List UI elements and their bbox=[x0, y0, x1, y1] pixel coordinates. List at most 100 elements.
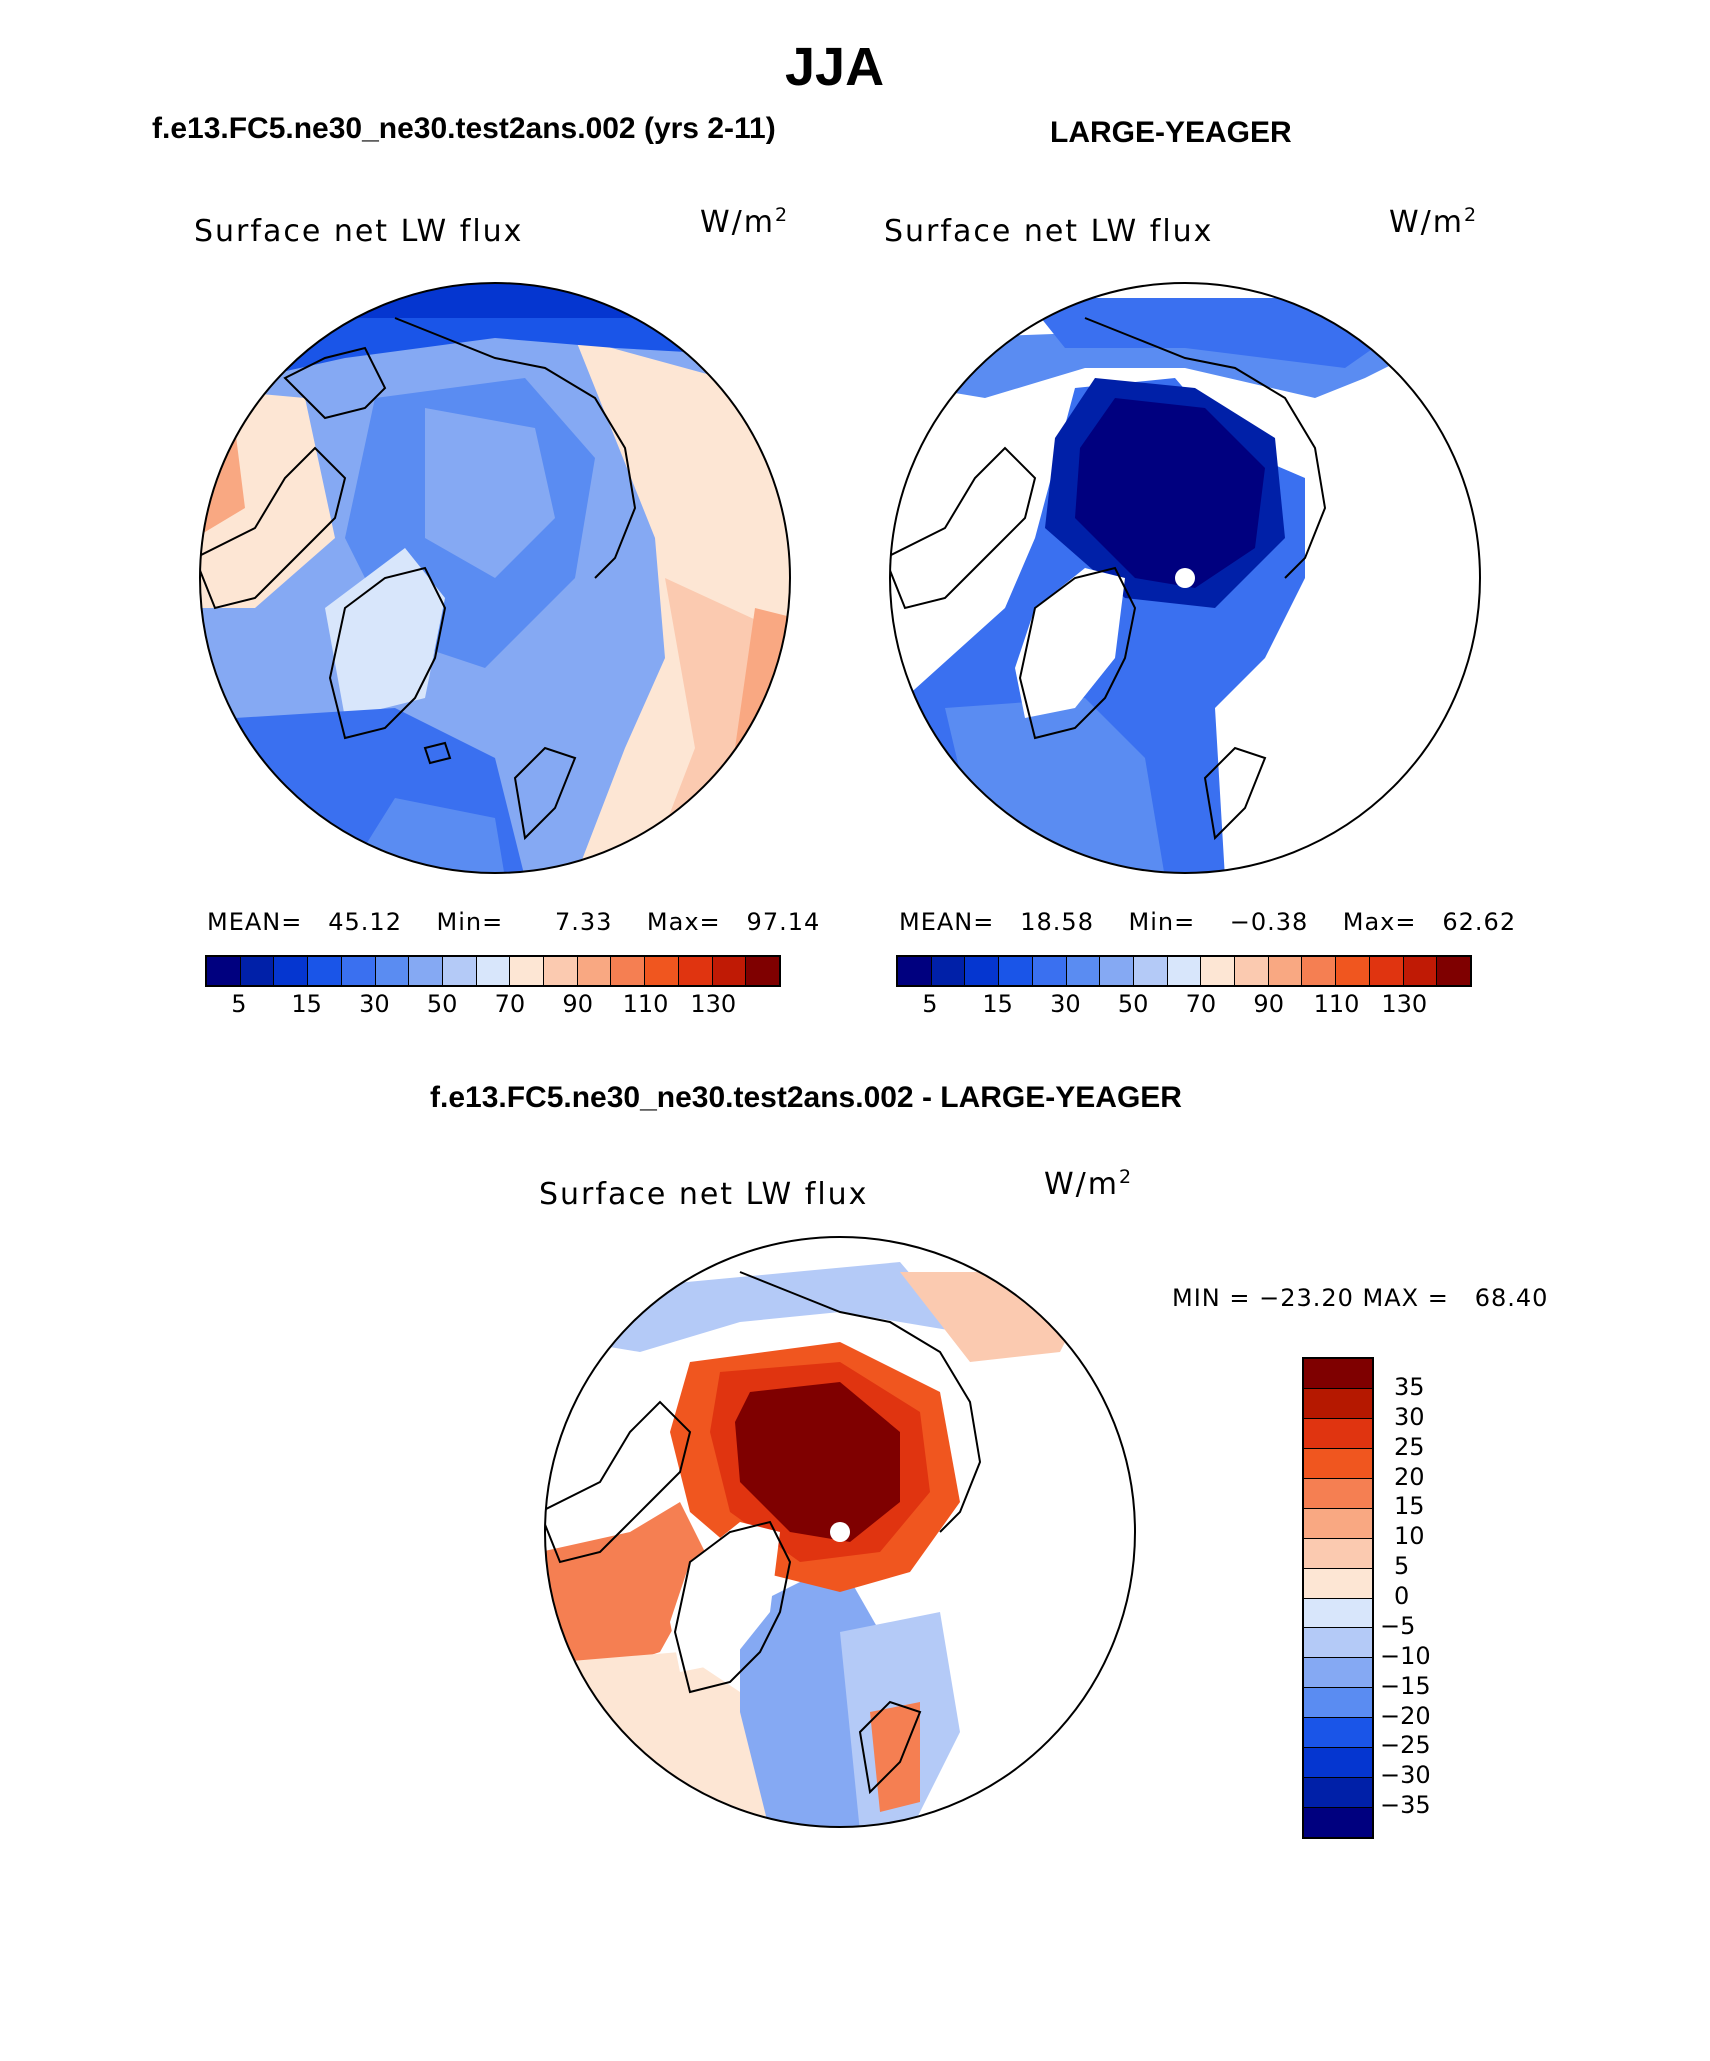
diff-colorbar-swatch bbox=[1304, 1628, 1372, 1659]
diff-colorbar-swatch bbox=[1304, 1448, 1372, 1479]
panel2-colorbar-swatch bbox=[1235, 957, 1269, 985]
panel2-colorbar-swatch bbox=[1201, 957, 1236, 985]
diff-colorbar-swatch bbox=[1304, 1508, 1372, 1539]
panel1-colorbar bbox=[205, 955, 781, 987]
diff-coast-scandinavia bbox=[858, 1700, 922, 1795]
panel1-colorbar-swatch bbox=[375, 957, 410, 985]
diff-plot-label: Surface net LW flux bbox=[539, 1177, 869, 1212]
panel2-min-value: −0.38 bbox=[1229, 908, 1309, 936]
diff-colorbar-swatch bbox=[1304, 1778, 1372, 1809]
diff-colorbar-tick: −15 bbox=[1380, 1671, 1431, 1700]
main-title: JJA bbox=[785, 37, 885, 97]
diff-colorbar-tick: 15 bbox=[1394, 1492, 1425, 1521]
diff-case-title: f.e13.FC5.ne30_ne30.test2ans.002 - LARGE… bbox=[430, 1081, 1182, 1114]
panel1-colorbar-swatch bbox=[476, 957, 511, 985]
panel2-colorbar-tick: 70 bbox=[1185, 990, 1217, 1018]
panel2-colorbar-swatch bbox=[1268, 957, 1303, 985]
diff-colorbar-tick: 0 bbox=[1394, 1582, 1410, 1610]
panel2-colorbar-swatch bbox=[999, 957, 1033, 985]
panel2-colorbar-swatch bbox=[931, 957, 966, 985]
panel2-stats: MEAN= 18.58 Min= −0.38 Max= 62.62 bbox=[899, 908, 1516, 936]
panel1-field-greenland bbox=[325, 548, 445, 718]
panel1-colorbar-ticks: 5 15 30 50 70 90 110 130 bbox=[205, 990, 781, 1020]
panel1-min-value: 7.33 bbox=[554, 908, 613, 936]
diff-coast-siberia bbox=[739, 1271, 982, 1533]
panel1-mean-value: 45.12 bbox=[328, 908, 402, 936]
panel1-coast-alaska bbox=[283, 346, 387, 420]
panel2-colorbar-tick: 90 bbox=[1253, 990, 1284, 1018]
panel2-colorbar-swatch bbox=[1066, 957, 1101, 985]
panel1-stats: MEAN= 45.12 Min= 7.33 Max= 97.14 bbox=[207, 908, 820, 936]
diff-colorbar-tick: 35 bbox=[1394, 1372, 1425, 1401]
panel2-colorbar-swatch bbox=[1167, 957, 1202, 985]
panel2-plot-label: Surface net LW flux bbox=[884, 214, 1214, 249]
diff-minmax: MIN = −23.20 MAX = 68.40 bbox=[1172, 1284, 1549, 1312]
diff-colorbar-tick: −10 bbox=[1380, 1641, 1431, 1670]
panel1-max-label: Max= bbox=[646, 908, 721, 936]
panel2-case-title: LARGE-YEAGER bbox=[1050, 116, 1292, 149]
panel1-colorbar-tick: 50 bbox=[426, 990, 458, 1018]
panel2-colorbar-swatch bbox=[1133, 957, 1168, 985]
diff-field-atlantic-cool bbox=[740, 1562, 880, 1827]
diff-colorbar-swatch bbox=[1304, 1568, 1372, 1599]
panel2-max-value: 62.62 bbox=[1442, 908, 1517, 936]
diff-colorbar-swatch bbox=[1304, 1718, 1372, 1749]
panel2-colorbar-swatch bbox=[965, 957, 1000, 985]
panel2-colorbar-tick: 110 bbox=[1313, 990, 1360, 1018]
panel2-mean-value: 18.58 bbox=[1020, 908, 1094, 936]
panel1-colorbar-swatch bbox=[308, 957, 342, 985]
diff-units-sup: 2 bbox=[1119, 1166, 1134, 1188]
panel1-colorbar-tick: 110 bbox=[622, 990, 669, 1018]
panel1-colorbar-swatch bbox=[577, 957, 612, 985]
panel1-colorbar-swatch bbox=[746, 957, 779, 985]
diff-colorbar-swatch bbox=[1304, 1598, 1372, 1629]
panel2-mean-label: MEAN= bbox=[899, 908, 995, 936]
panel1-coast-greenland bbox=[328, 566, 447, 740]
panel1-units: W/m2 bbox=[700, 204, 789, 240]
panel1-colorbar-tick: 30 bbox=[359, 990, 390, 1018]
panel2-colorbar-swatch bbox=[1369, 957, 1404, 985]
diff-units: W/m2 bbox=[1044, 1166, 1133, 1202]
diff-colorbar-swatch bbox=[1304, 1538, 1372, 1569]
panel1-min-label: Min= bbox=[436, 908, 504, 936]
panel2-min-label: Min= bbox=[1128, 908, 1196, 936]
panel2-map-border bbox=[889, 282, 1481, 874]
diff-colorbar-tick: 25 bbox=[1394, 1432, 1425, 1461]
diff-colorbar-tick: −25 bbox=[1380, 1731, 1431, 1760]
panel1-units-text: W/m bbox=[700, 205, 775, 240]
panel1-map-border bbox=[199, 282, 791, 874]
diff-colorbar-tick: −20 bbox=[1380, 1701, 1431, 1730]
panel1-colorbar-swatch bbox=[678, 957, 713, 985]
diff-colorbar-tick: 30 bbox=[1394, 1402, 1425, 1431]
panel2-units-text: W/m bbox=[1389, 205, 1464, 240]
diff-colorbar-swatch bbox=[1304, 1388, 1372, 1419]
panel1-max-value: 97.14 bbox=[746, 908, 821, 936]
panel1-colorbar-tick: 5 bbox=[231, 990, 247, 1018]
panel1-mean-label: MEAN= bbox=[207, 908, 303, 936]
diff-colorbar-tick: −30 bbox=[1380, 1761, 1431, 1790]
panel1-colorbar-swatch bbox=[510, 957, 545, 985]
diff-field-arctic-core bbox=[735, 1382, 900, 1542]
panel2-colorbar-swatch bbox=[1403, 957, 1438, 985]
panel2-max-label: Max= bbox=[1342, 908, 1417, 936]
diff-colorbar-swatch bbox=[1304, 1478, 1372, 1509]
panel2-coast-greenland bbox=[1018, 566, 1137, 740]
panel1-colorbar-tick: 70 bbox=[494, 990, 526, 1018]
panel2-polar-map bbox=[889, 282, 1481, 874]
panel2-colorbar-swatch bbox=[898, 957, 932, 985]
diff-units-text: W/m bbox=[1044, 1167, 1119, 1202]
panel2-coast-canada bbox=[890, 446, 1037, 610]
diff-map-border bbox=[544, 1236, 1136, 1828]
panel2-coast-siberia bbox=[1084, 317, 1327, 579]
panel2-pole-marker bbox=[1175, 568, 1195, 588]
diff-colorbar-tick: 20 bbox=[1394, 1462, 1425, 1491]
panel1-colorbar-swatch bbox=[341, 957, 376, 985]
panel1-colorbar-tick: 15 bbox=[291, 990, 322, 1018]
panel2-field-greenland-gap bbox=[1015, 568, 1125, 718]
panel2-colorbar-tick: 130 bbox=[1381, 990, 1428, 1018]
diff-colorbar-swatch bbox=[1304, 1688, 1372, 1719]
diff-polar-map bbox=[544, 1236, 1136, 1828]
diff-colorbar-swatch bbox=[1304, 1359, 1372, 1389]
panel2-units: W/m2 bbox=[1389, 204, 1478, 240]
diff-colorbar-ticks: 35 30 25 20 15 10 5 0 −5 −10 −15 −20 −25 −30 −35 bbox=[1380, 1357, 1460, 1835]
